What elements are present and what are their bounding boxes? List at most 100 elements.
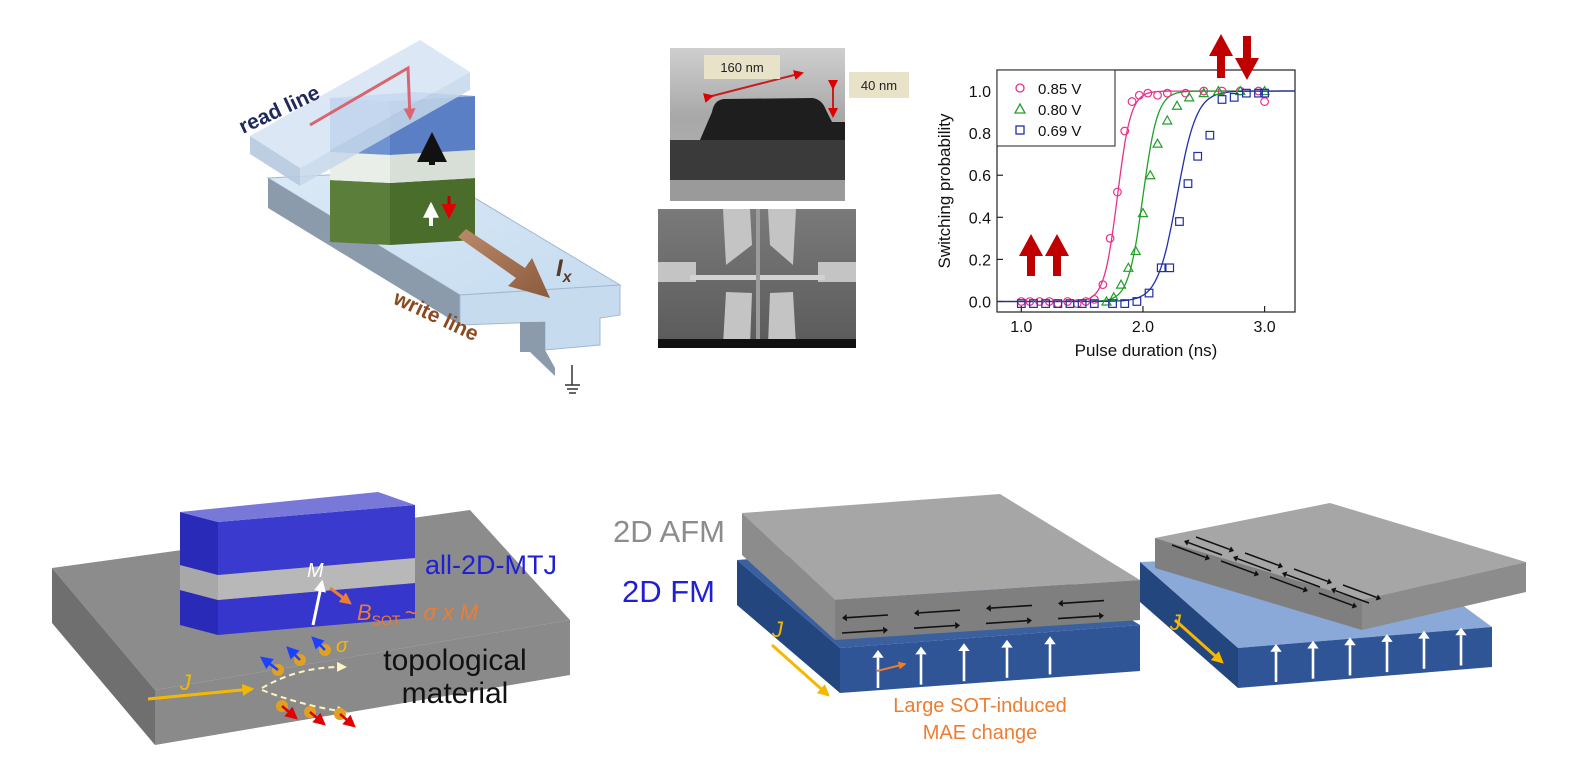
chart-axes: 1.0 2.0 3.0 0.0 0.2 0.4 0.6 0.8 1.0: [969, 84, 1276, 336]
data-point: [1105, 233, 1115, 243]
mae-label-line2: MAE change: [923, 722, 1038, 744]
afm-arrow-right: [985, 619, 1028, 625]
afm-fm-heterostructure: 2D AFM 2D FM J Large SOT-induced MAE cha…: [613, 494, 1140, 744]
topological-substrate-side: [155, 620, 570, 745]
data-point: [1053, 299, 1063, 308]
rotated-afm-layer-side: [1362, 562, 1526, 630]
data-point: [1016, 299, 1026, 308]
mtj-top-layer-side: [218, 505, 415, 575]
chart-fit-curves: [997, 90, 1295, 303]
sem-pad-bottom-right: [768, 292, 796, 345]
rotated-afm-arrow-right: [1195, 536, 1231, 551]
spin-down-arrow: [339, 713, 356, 728]
rotated-afm-arrow-right: [1220, 560, 1256, 575]
rotated-afm-arrow-left-head: [1331, 587, 1337, 594]
afm-arrow-right: [1057, 615, 1100, 620]
read-line-top: [250, 40, 470, 168]
data-point: [1077, 299, 1087, 308]
afm-arrow-left: [918, 609, 961, 614]
fm-spin-arrows: [872, 636, 1056, 688]
sem-pad-top-right: [768, 209, 796, 265]
afm-arrow-left: [990, 604, 1033, 609]
data-point: [1130, 245, 1142, 256]
data-point: [1108, 291, 1120, 302]
data-point: [1143, 88, 1153, 98]
rotated-afm-arrow-left: [1187, 541, 1223, 556]
chart-legend: 0.85 V 0.80 V 0.69 V: [996, 69, 1116, 147]
spin-down-arrow: [281, 705, 298, 720]
sem-pad-bottom-left: [723, 292, 752, 345]
x-tick-label: 1.0: [1010, 319, 1032, 336]
tem-structure: [700, 98, 845, 140]
data-point: [1152, 137, 1164, 148]
rotated-afm-arrow-right: [1171, 544, 1207, 559]
afm-arrow-right-head: [882, 626, 888, 634]
switching-probability-chart: 1.0 2.0 3.0 0.0 0.2 0.4 0.6 0.8 1.0 0.85 V 0.80 V…: [935, 34, 1296, 360]
data-point: [1035, 297, 1044, 306]
topological-label-line2: material: [402, 677, 509, 710]
magnetization-label: M: [307, 560, 324, 582]
fit-curve-3: [997, 90, 1295, 303]
sot-mtj-illustration: M BSOT ~ σ x M σ J all-2D-MTJ topological…: [52, 492, 570, 745]
fm-arrow-up-head: [958, 643, 970, 651]
tem-width-arrow: [703, 70, 804, 103]
current-ix-label: Ix: [556, 255, 573, 286]
data-point: [1241, 88, 1251, 98]
sem-pad-right: [818, 262, 856, 282]
fm-layer-front: [737, 560, 840, 693]
chart-legend-items: 0.85 V 0.80 V 0.69 V: [1013, 81, 1081, 140]
mae-label-line1: Large SOT-induced: [893, 695, 1066, 717]
tem-height-label: 40 nm: [861, 78, 897, 93]
data-point: [1162, 88, 1172, 98]
data-point: [1120, 299, 1130, 308]
pillar-green-front: [330, 180, 390, 245]
rotated-afm-layer-top: [1155, 503, 1526, 600]
legend-label: 0.69 V: [1038, 123, 1081, 140]
tem-width-label-box: [704, 55, 780, 79]
mae-change-arrow: [876, 661, 907, 672]
data-point: [1115, 278, 1127, 289]
tem-width-label: 160 nm: [720, 60, 763, 75]
bsot-symbol: B: [357, 600, 372, 625]
data-point: [1156, 263, 1166, 273]
chart-x-axis-label: Pulse duration (ns): [1075, 341, 1218, 360]
current-j-label-afm: J: [771, 617, 784, 642]
spin-accumulation: [260, 636, 356, 728]
fm-arrow-up-head: [1044, 636, 1056, 645]
rotated-afm-arrow-right-head: [1228, 546, 1234, 553]
rotated-afm-arrow-left-head: [1184, 539, 1190, 546]
afm-layer-side: [835, 580, 1140, 640]
data-point: [1198, 87, 1210, 98]
data-point: [1183, 179, 1193, 189]
afm-arrow-left-head: [842, 614, 848, 622]
up-arrow-left: [1019, 234, 1043, 276]
afm-arrow-left-head: [914, 609, 920, 617]
legend-marker: [1015, 125, 1025, 135]
data-point: [1260, 97, 1269, 106]
tem-height-label-box: [849, 72, 909, 98]
afm-layer-top: [742, 494, 1140, 600]
data-point: [1153, 90, 1162, 100]
up-arrow-right: [1045, 234, 1069, 276]
spin-down-arrow: [309, 711, 326, 726]
afm-arrow-left-head: [1058, 599, 1064, 607]
sem-wire-vertical: [756, 209, 760, 339]
rotated-afm-arrow-right-head: [1326, 578, 1332, 585]
read-current-arrow: [309, 65, 416, 127]
current-j-label-rotated: J: [1169, 610, 1182, 635]
bsot-subscript: SOT: [372, 612, 401, 628]
afm-arrow-left-head: [986, 604, 992, 612]
spin-up-arrow: [260, 656, 279, 671]
rotated-fm-layer-side: [1238, 627, 1492, 688]
tem-image: 160 nm 40 nm: [670, 48, 909, 201]
final-down-arrow: [1235, 36, 1259, 80]
fm-arrow-up-head: [915, 646, 927, 655]
rotated-afm-fm-heterostructure: J: [1140, 503, 1526, 688]
afm-arrow-right: [841, 629, 884, 634]
y-tick-label: 0.8: [969, 126, 991, 143]
data-point: [1113, 187, 1122, 197]
y-tick-label: 0.6: [969, 168, 991, 185]
data-point: [1134, 90, 1144, 100]
data-point: [1175, 217, 1184, 226]
rotated-afm-arrow-right: [1342, 584, 1378, 599]
